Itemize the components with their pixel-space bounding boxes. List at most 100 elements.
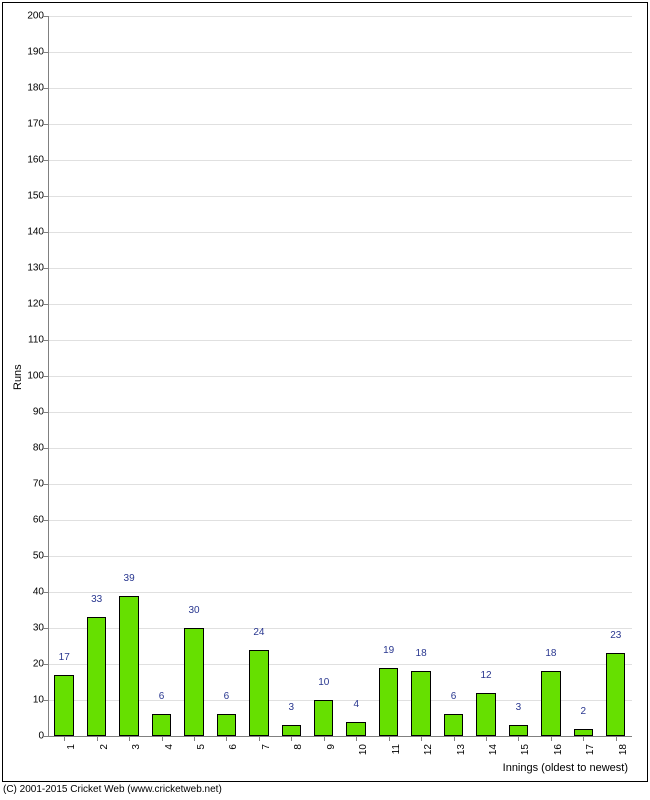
bar-value-label: 6 [159, 691, 165, 702]
x-tick-label: 6 [228, 744, 239, 764]
bar [444, 714, 463, 736]
x-tick-label: 8 [293, 744, 304, 764]
bar-value-label: 23 [610, 630, 621, 641]
gridline [48, 124, 632, 125]
x-tick-label: 12 [423, 744, 434, 764]
bar [282, 725, 301, 736]
x-tick-label: 1 [66, 744, 77, 764]
x-tick [518, 736, 519, 741]
y-axis-line [48, 16, 49, 736]
gridline [48, 88, 632, 89]
bar [119, 596, 138, 736]
y-tick-label: 70 [16, 479, 44, 490]
x-tick-label: 5 [196, 744, 207, 764]
y-tick-label: 180 [16, 83, 44, 94]
x-tick-label: 16 [553, 744, 564, 764]
gridline [48, 484, 632, 485]
x-tick-label: 15 [520, 744, 531, 764]
y-tick-label: 100 [16, 371, 44, 382]
gridline [48, 52, 632, 53]
y-tick-label: 80 [16, 443, 44, 454]
gridline [48, 520, 632, 521]
y-tick-label: 20 [16, 659, 44, 670]
bar [379, 668, 398, 736]
x-tick-label: 17 [585, 744, 596, 764]
bar-value-label: 6 [451, 691, 457, 702]
y-tick-label: 170 [16, 119, 44, 130]
x-tick-label: 18 [618, 744, 629, 764]
bar-value-label: 2 [581, 706, 587, 717]
x-tick [583, 736, 584, 741]
chart-frame: 17333963062431041918612318223 Runs Innin… [0, 0, 650, 800]
x-tick [421, 736, 422, 741]
gridline [48, 340, 632, 341]
bar-value-label: 10 [318, 677, 329, 688]
x-tick-label: 14 [488, 744, 499, 764]
bar [509, 725, 528, 736]
x-tick-label: 3 [131, 744, 142, 764]
bar [184, 628, 203, 736]
y-tick-label: 60 [16, 515, 44, 526]
x-tick [64, 736, 65, 741]
bar [87, 617, 106, 736]
bar [476, 693, 495, 736]
x-tick [324, 736, 325, 741]
y-tick-label: 10 [16, 695, 44, 706]
gridline [48, 448, 632, 449]
bar-value-label: 3 [516, 702, 522, 713]
bar-value-label: 19 [383, 645, 394, 656]
bar [314, 700, 333, 736]
x-tick [97, 736, 98, 741]
gridline [48, 376, 632, 377]
x-tick-label: 2 [99, 744, 110, 764]
bar-value-label: 24 [253, 627, 264, 638]
bar [541, 671, 560, 736]
x-tick-label: 4 [164, 744, 175, 764]
gridline [48, 16, 632, 17]
bar-value-label: 39 [124, 573, 135, 584]
bar-value-label: 18 [545, 648, 556, 659]
x-tick-label: 13 [456, 744, 467, 764]
x-tick-label: 10 [358, 744, 369, 764]
y-tick-label: 140 [16, 227, 44, 238]
y-tick-label: 30 [16, 623, 44, 634]
bar [411, 671, 430, 736]
x-tick [356, 736, 357, 741]
y-tick-label: 200 [16, 11, 44, 22]
y-tick-label: 40 [16, 587, 44, 598]
bar [574, 729, 593, 736]
y-tick-label: 150 [16, 191, 44, 202]
y-tick-label: 160 [16, 155, 44, 166]
x-tick-label: 9 [326, 744, 337, 764]
bar [346, 722, 365, 736]
x-tick [486, 736, 487, 741]
gridline [48, 412, 632, 413]
gridline [48, 304, 632, 305]
gridline [48, 196, 632, 197]
y-tick-label: 110 [16, 335, 44, 346]
gridline [48, 232, 632, 233]
bar [606, 653, 625, 736]
bar [249, 650, 268, 736]
bar [54, 675, 73, 736]
plot-area: 17333963062431041918612318223 [48, 16, 632, 736]
x-tick [226, 736, 227, 741]
y-tick-label: 0 [16, 731, 44, 742]
x-tick [454, 736, 455, 741]
bar-value-label: 18 [416, 648, 427, 659]
x-tick [291, 736, 292, 741]
bar-value-label: 17 [59, 652, 70, 663]
gridline [48, 556, 632, 557]
bar-value-label: 3 [289, 702, 295, 713]
x-tick-label: 7 [261, 744, 272, 764]
gridline [48, 160, 632, 161]
y-tick-label: 130 [16, 263, 44, 274]
x-tick [129, 736, 130, 741]
x-tick [194, 736, 195, 741]
bar-value-label: 33 [91, 594, 102, 605]
x-tick [259, 736, 260, 741]
bar [217, 714, 236, 736]
bar [152, 714, 171, 736]
x-tick-label: 11 [391, 744, 402, 764]
bar-value-label: 6 [224, 691, 230, 702]
